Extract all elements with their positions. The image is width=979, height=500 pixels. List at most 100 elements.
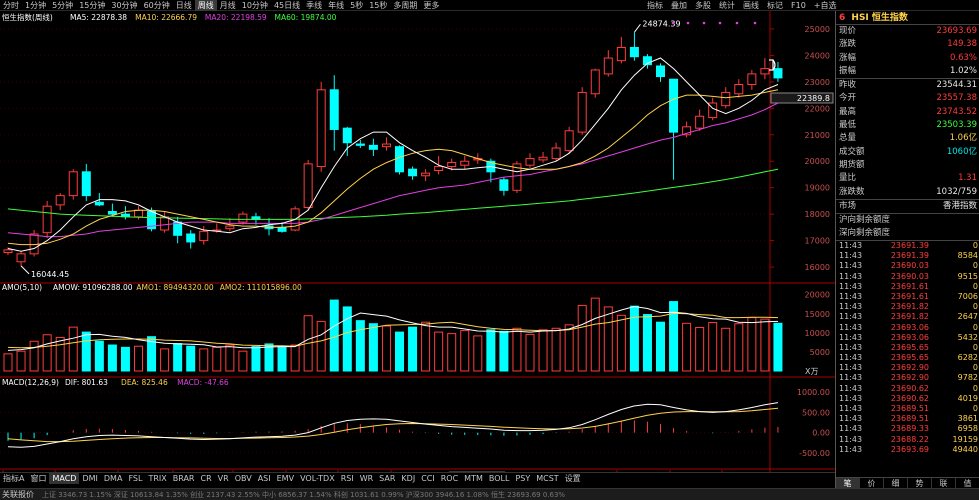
indicator-tab[interactable]: CCI xyxy=(421,474,435,483)
price-axis-label: 20000 xyxy=(805,157,830,166)
high-low-labels: 24874.39 16044.45 xyxy=(20,19,681,279)
indicator-tab[interactable]: CR xyxy=(200,474,212,483)
panel-tab[interactable]: 价 xyxy=(860,478,884,488)
period-tab[interactable]: 10分钟 xyxy=(241,1,268,10)
period-tab[interactable]: 更多 xyxy=(423,1,440,10)
indicator-tab[interactable]: EMV xyxy=(276,474,295,483)
indicator-tab[interactable]: TRIX xyxy=(148,474,167,483)
ma5-line xyxy=(7,57,779,252)
toolbar-action-button[interactable]: 画线 xyxy=(743,1,759,10)
toolbar-action-button[interactable]: 多股 xyxy=(695,1,711,10)
toolbar-action-button[interactable]: F10 xyxy=(791,1,806,10)
toolbar-action-button[interactable]: 指标 xyxy=(647,1,663,10)
panel-tab[interactable]: 细 xyxy=(884,478,908,488)
panel-tab[interactable]: 联 xyxy=(932,478,956,488)
quote-row: 今开 23557.38 xyxy=(836,92,979,105)
period-tab[interactable]: 5分钟 xyxy=(52,1,74,10)
candle-body-up xyxy=(603,57,613,75)
indicator-tab[interactable]: VOL-TDX xyxy=(300,474,335,483)
period-tab[interactable]: 15分钟 xyxy=(79,1,106,10)
indicator-tab[interactable]: SAR xyxy=(379,474,396,483)
indicator-tab[interactable]: WR xyxy=(359,474,374,483)
quote-row-value: 23693.69 xyxy=(936,26,977,36)
period-tab[interactable]: 周线 xyxy=(194,0,217,11)
candle xyxy=(499,177,509,196)
toolbar-action-button[interactable]: 叠加 xyxy=(671,1,687,10)
indicator-tab[interactable]: ROC xyxy=(440,474,459,483)
candle-body-down xyxy=(499,179,509,191)
toolbar-actions: 指标 叠加 多股 统计 画线 标记 F10 +自选 xyxy=(643,0,840,11)
tick-price: 23689.51 xyxy=(890,414,929,424)
period-tab[interactable]: 日线 xyxy=(175,1,192,10)
period-tab[interactable]: 30分钟 xyxy=(111,1,138,10)
indicator-tab[interactable]: 窗口 xyxy=(30,474,47,483)
quote-row-label: 量比 xyxy=(839,173,857,184)
period-tab[interactable]: 季线 xyxy=(306,1,323,10)
period-tab[interactable]: 60分钟 xyxy=(143,1,170,10)
period-tab[interactable]: 月线 xyxy=(219,1,236,10)
indicator-tab[interactable]: FSL xyxy=(128,474,143,483)
candle-body-down xyxy=(94,201,104,206)
period-tab[interactable]: 分时 xyxy=(3,1,19,10)
ma-legend-item: MA5: 22878.38 xyxy=(70,13,127,22)
indicator-tab[interactable]: MTM xyxy=(464,474,483,483)
tick-time: 11:43 xyxy=(839,322,863,332)
amo-bar-down xyxy=(486,329,496,372)
toolbar-action-button[interactable]: 标记 xyxy=(767,1,783,10)
indicator-tab[interactable]: BOLL xyxy=(488,474,510,483)
amo-bar-down xyxy=(669,301,679,372)
indicator-tab[interactable]: BRAR xyxy=(172,474,195,483)
indicator-tab[interactable]: OBV xyxy=(234,474,252,483)
related-quotes-label[interactable]: 关联报价 xyxy=(2,490,34,499)
kline-chart[interactable]: 恒生指数(周线) MA5: 22878.38 MA10: 22666.79 MA20… xyxy=(0,11,835,488)
macd-histogram xyxy=(7,420,779,441)
toolbar-action-button[interactable]: 统计 xyxy=(719,1,735,10)
candle xyxy=(629,32,639,61)
indicator-tab[interactable]: RSI xyxy=(340,474,354,483)
quote-row-label: 最低 xyxy=(839,120,857,131)
tick-time: 11:43 xyxy=(839,353,863,363)
candle-body-down xyxy=(656,65,665,78)
candle xyxy=(368,138,378,156)
toolbar-action-button[interactable]: +自选 xyxy=(813,1,837,10)
amo-bar-up xyxy=(212,346,222,372)
indicator-tab[interactable]: 设置 xyxy=(564,474,581,483)
tick-volume: 0 xyxy=(972,342,978,352)
candle-body-up xyxy=(199,230,209,242)
amo-axis-label: 5000 xyxy=(810,348,830,357)
tick-volume: 3861 xyxy=(957,414,978,424)
candle-body-up xyxy=(760,68,770,75)
indicator-tab[interactable]: DMI xyxy=(82,474,98,483)
period-tab[interactable]: 多周期 xyxy=(393,1,418,10)
indicator-tab[interactable]: MCST xyxy=(536,474,559,483)
indicator-tab[interactable]: VR xyxy=(217,474,229,483)
period-tab[interactable]: 1分钟 xyxy=(25,1,47,10)
candle-body-down xyxy=(107,211,117,215)
macd-title: MACD(12,26,9) xyxy=(2,378,59,387)
indicator-tab[interactable]: PSY xyxy=(515,474,531,483)
panel-tab[interactable]: 值 xyxy=(956,478,979,488)
candle-body-up xyxy=(525,158,535,166)
period-tab[interactable]: 45日线 xyxy=(273,1,301,10)
amo-bar-down xyxy=(147,336,157,372)
panel-tab[interactable]: 势 xyxy=(908,478,932,488)
indicator-tab[interactable]: MACD xyxy=(49,473,80,484)
current-price-tag: 22389.8 xyxy=(797,94,830,103)
indicator-tab[interactable]: KDJ xyxy=(401,474,416,483)
period-tab[interactable]: 年线 xyxy=(328,1,345,10)
chart-grid xyxy=(0,11,835,477)
amo-bar-up xyxy=(564,324,574,372)
panel-tab[interactable]: 笔 xyxy=(836,478,860,488)
indicator-tab[interactable]: ASI xyxy=(257,474,271,483)
indicator-tab[interactable]: DMA xyxy=(103,474,123,483)
tick-row: 11:43 23692.90 9782 xyxy=(836,373,979,383)
indicator-tab[interactable]: 指标A xyxy=(3,474,25,483)
quote-row: 量比 1.31 xyxy=(836,172,979,185)
period-tab[interactable]: 15秒 xyxy=(369,1,388,10)
candle xyxy=(160,211,170,233)
period-tab[interactable]: 5秒 xyxy=(350,1,364,10)
tick-price: 23693.06 xyxy=(890,332,929,342)
candle xyxy=(512,161,522,193)
amo-bar-up xyxy=(290,344,300,372)
amo-bar-up xyxy=(16,350,26,372)
